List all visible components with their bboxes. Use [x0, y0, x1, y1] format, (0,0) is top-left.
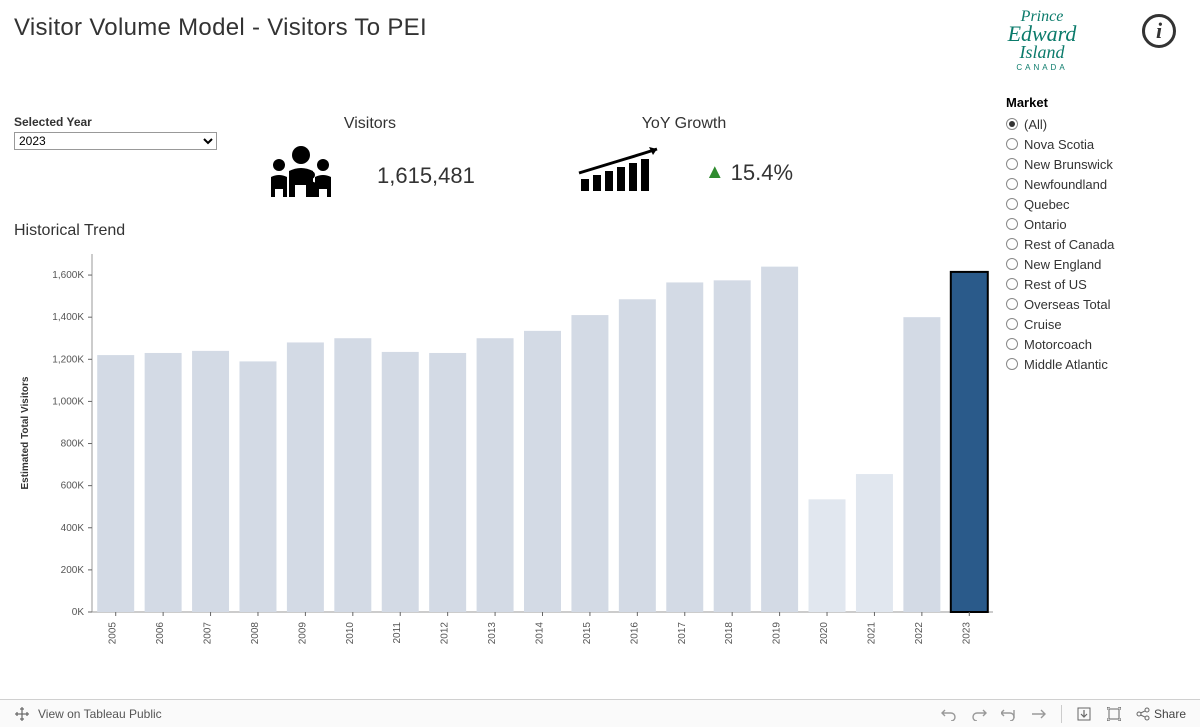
- market-option[interactable]: Cruise: [1006, 314, 1176, 334]
- market-option-label: Newfoundland: [1024, 177, 1107, 192]
- market-option[interactable]: Quebec: [1006, 194, 1176, 214]
- tableau-icon: [14, 706, 30, 722]
- market-option-label: (All): [1024, 117, 1047, 132]
- market-option[interactable]: Rest of US: [1006, 274, 1176, 294]
- fullscreen-icon[interactable]: [1106, 706, 1122, 722]
- market-option[interactable]: Ontario: [1006, 214, 1176, 234]
- market-option-label: Cruise: [1024, 317, 1062, 332]
- svg-text:2014: 2014: [535, 622, 546, 645]
- radio-icon: [1006, 158, 1018, 170]
- svg-text:2021: 2021: [866, 622, 877, 645]
- market-option-label: Rest of US: [1024, 277, 1087, 292]
- market-option-label: Overseas Total: [1024, 297, 1110, 312]
- svg-text:2007: 2007: [203, 622, 214, 645]
- yoy-label: YoY Growth: [642, 115, 727, 133]
- svg-text:200K: 200K: [61, 565, 85, 576]
- svg-text:2019: 2019: [772, 622, 783, 645]
- visitors-label: Visitors: [344, 115, 396, 133]
- market-option[interactable]: Motorcoach: [1006, 334, 1176, 354]
- market-option-label: Ontario: [1024, 217, 1067, 232]
- share-button[interactable]: Share: [1136, 707, 1186, 721]
- svg-text:2005: 2005: [108, 622, 119, 645]
- radio-icon: [1006, 238, 1018, 250]
- svg-text:2011: 2011: [392, 622, 403, 644]
- market-option-label: Nova Scotia: [1024, 137, 1094, 152]
- people-icon: [265, 145, 337, 206]
- radio-icon: [1006, 338, 1018, 350]
- svg-text:400K: 400K: [61, 523, 85, 534]
- market-option[interactable]: Newfoundland: [1006, 174, 1176, 194]
- radio-icon: [1006, 298, 1018, 310]
- svg-text:2020: 2020: [819, 622, 830, 645]
- svg-text:1,000K: 1,000K: [52, 396, 84, 407]
- svg-text:2023: 2023: [961, 622, 972, 645]
- radio-icon: [1006, 218, 1018, 230]
- radio-icon: [1006, 318, 1018, 330]
- undo-icon[interactable]: [941, 706, 957, 722]
- svg-text:2018: 2018: [724, 622, 735, 645]
- market-option[interactable]: New England: [1006, 254, 1176, 274]
- svg-text:2013: 2013: [487, 622, 498, 645]
- selected-year-label: Selected Year: [14, 115, 217, 129]
- svg-text:1,600K: 1,600K: [52, 270, 84, 281]
- download-icon[interactable]: [1076, 706, 1092, 722]
- view-on-tableau-link[interactable]: View on Tableau Public: [14, 706, 162, 722]
- market-option[interactable]: Overseas Total: [1006, 294, 1176, 314]
- market-option-label: Quebec: [1024, 197, 1070, 212]
- svg-text:2010: 2010: [345, 622, 356, 645]
- radio-icon: [1006, 198, 1018, 210]
- market-option[interactable]: Middle Atlantic: [1006, 354, 1176, 374]
- share-icon: [1136, 707, 1150, 721]
- svg-text:2017: 2017: [677, 622, 688, 645]
- svg-text:2006: 2006: [155, 622, 166, 645]
- selected-year-select[interactable]: 2023: [14, 132, 217, 150]
- svg-text:800K: 800K: [61, 439, 85, 450]
- redo-icon[interactable]: [971, 706, 987, 722]
- svg-text:2008: 2008: [250, 622, 261, 645]
- market-option-label: New England: [1024, 257, 1101, 272]
- yoy-value: 15.4%: [731, 160, 793, 186]
- pei-logo: Prince Edward Island CANADA: [982, 10, 1102, 72]
- radio-icon: [1006, 138, 1018, 150]
- chart-title: Historical Trend: [14, 222, 125, 240]
- market-filter-title: Market: [1006, 95, 1176, 110]
- svg-text:2009: 2009: [297, 622, 308, 645]
- growth-chart-icon: [575, 145, 665, 200]
- svg-text:Estimated Total Visitors: Estimated Total Visitors: [20, 376, 31, 489]
- svg-text:2016: 2016: [629, 622, 640, 645]
- historical-trend-chart: 0K 200K 400K 600K 800K 1,000K 1,200K 1,400K 1,60…: [14, 248, 999, 668]
- svg-text:2012: 2012: [440, 622, 451, 645]
- svg-text:2015: 2015: [582, 622, 593, 645]
- radio-icon: [1006, 118, 1018, 130]
- market-option-label: Rest of Canada: [1024, 237, 1114, 252]
- svg-text:1,200K: 1,200K: [52, 354, 84, 365]
- svg-text:1,400K: 1,400K: [52, 312, 84, 323]
- market-option-label: Motorcoach: [1024, 337, 1092, 352]
- market-option-label: Middle Atlantic: [1024, 357, 1108, 372]
- svg-text:2022: 2022: [914, 622, 925, 645]
- radio-icon: [1006, 178, 1018, 190]
- market-option[interactable]: Rest of Canada: [1006, 234, 1176, 254]
- market-option-label: New Brunswick: [1024, 157, 1113, 172]
- replay-icon[interactable]: [1001, 706, 1017, 722]
- market-option[interactable]: Nova Scotia: [1006, 134, 1176, 154]
- toolbar-separator: [1061, 705, 1062, 723]
- market-option[interactable]: (All): [1006, 114, 1176, 134]
- visitors-value: 1,615,481: [377, 163, 475, 189]
- page-title: Visitor Volume Model - Visitors To PEI: [14, 14, 982, 42]
- info-icon[interactable]: i: [1142, 14, 1176, 48]
- up-triangle-icon: ▲: [705, 161, 725, 184]
- forward-icon[interactable]: [1031, 706, 1047, 722]
- market-option[interactable]: New Brunswick: [1006, 154, 1176, 174]
- svg-text:0K: 0K: [72, 607, 85, 618]
- radio-icon: [1006, 278, 1018, 290]
- svg-text:600K: 600K: [61, 481, 85, 492]
- radio-icon: [1006, 358, 1018, 370]
- radio-icon: [1006, 258, 1018, 270]
